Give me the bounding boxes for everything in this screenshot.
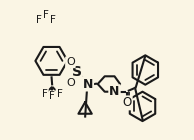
Text: F: F	[43, 10, 49, 20]
Text: N: N	[83, 78, 93, 90]
Text: F: F	[36, 15, 42, 25]
Text: F: F	[49, 91, 55, 101]
Text: O: O	[122, 96, 132, 109]
Text: F: F	[42, 88, 48, 99]
Text: O: O	[66, 78, 75, 88]
Text: S: S	[72, 65, 82, 79]
Text: O: O	[66, 57, 75, 67]
Text: N: N	[109, 85, 120, 98]
Text: F: F	[56, 88, 62, 99]
Text: F: F	[50, 15, 56, 25]
